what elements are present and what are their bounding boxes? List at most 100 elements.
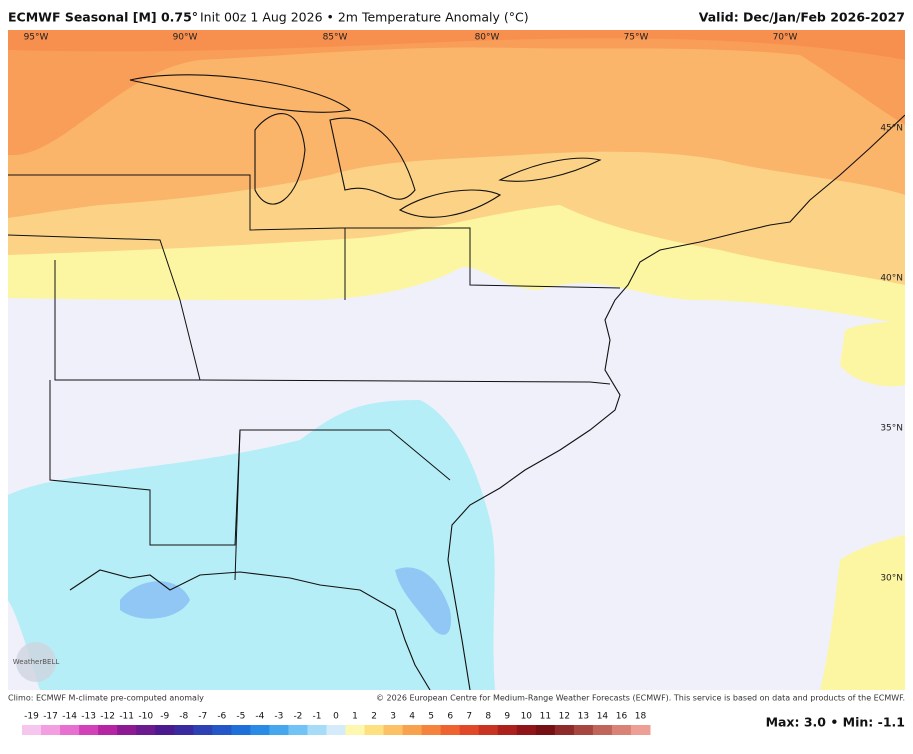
colorbar-label: -10 [138,712,153,722]
colorbar-label: -17 [43,712,58,722]
colorbar-cell [193,725,213,735]
colorbar-label: 18 [635,712,647,722]
state-border [8,174,621,289]
anomaly-band [8,400,495,690]
lat-label: 45°N [880,124,903,134]
colorbar-label: -19 [24,712,39,722]
colorbar-label: 10 [521,712,533,722]
lon-labels: 95°W 90°W 85°W 80°W 75°W 70°W [24,33,798,43]
colorbar-cell [554,725,575,735]
state-border [8,234,201,381]
lat-labels: 45°N 40°N 35°N 30°N [880,124,903,584]
colorbar-label: -12 [100,712,115,722]
anomaly-band [820,535,905,690]
colorbar-label: 8 [485,712,491,722]
lon-label: 70°W [773,33,798,43]
colorbar-label: -5 [236,712,245,722]
colorbar-cell [326,725,347,735]
colorbar-cell [535,725,556,735]
colorbar-cell [98,725,118,735]
great-lakes [129,74,602,218]
colorbar-cell [421,725,442,735]
colorbar-label: 6 [447,712,453,722]
colorbar-label: 1 [352,712,358,722]
colorbar-cell [497,725,518,735]
coastline [447,114,905,690]
lon-label: 80°W [475,33,500,43]
climo-note: Climo: ECMWF M-climate pre-computed anom… [8,694,204,703]
colorbar-label: -3 [274,712,283,722]
colorbar-label: 5 [428,712,434,722]
colorbar-cell [516,725,537,735]
anomaly-core [120,581,190,619]
colorbar-cell [573,725,594,735]
colorbar-cell [79,725,99,735]
colorbar-label: 16 [616,712,628,722]
state-border [234,429,241,581]
colorbar-cell [174,725,194,735]
anomaly-band [8,30,905,60]
colorbar-cell [22,725,42,735]
model-title: ECMWF Seasonal [M] 0.75° [8,10,198,25]
colorbar-label: 7 [466,712,472,722]
colorbar-label: -13 [81,712,96,722]
logo-mark [16,642,56,682]
colorbar-label: 2 [371,712,377,722]
colorbar-label: -4 [255,712,264,722]
colorbar-label: -8 [179,712,188,722]
lon-label: 90°W [173,33,198,43]
max-min: Max: 3.0 • Min: -1.1 [766,715,905,730]
colorbar-cell [155,725,175,735]
anomaly-band [840,321,905,387]
colorbar-label: 4 [409,712,415,722]
lon-label: 75°W [624,33,649,43]
map: WeatherBELL 95°W 90°W 85°W 80°W 75°W 70°W 45°… [8,30,905,690]
colorbar-cell [288,725,308,735]
valid-period: Valid: Dec/Jan/Feb 2026-2027 [699,10,905,25]
colorbar-label: 14 [597,712,609,722]
colorbar-cell [212,725,232,735]
colorbar-cell [117,725,137,735]
colorbar-cell [364,725,385,735]
lat-label: 35°N [880,424,903,434]
colorbar-cell [41,725,61,735]
colorbar-label: 11 [540,712,551,722]
coastline [69,569,431,690]
colorbar-cell [630,725,651,735]
colorbar-label: -1 [312,712,321,722]
lon-label: 95°W [24,33,49,43]
product-title: Init 00z 1 Aug 2026 • 2m Temperature Ano… [200,10,529,25]
colorbar-label: 0 [333,712,339,722]
colorbar-cell [440,725,461,735]
colorbar-cell [60,725,80,735]
colorbar-cell [307,725,327,735]
colorbar-cell [231,725,251,735]
lat-label: 40°N [880,274,903,284]
colorbar-label: -6 [217,712,226,722]
lat-label: 30°N [880,574,903,584]
colorbar-cell [402,725,423,735]
colorbar-cell [383,725,404,735]
lon-label: 85°W [323,33,348,43]
copyright: © 2026 European Centre for Medium-Range … [376,694,905,703]
state-border [49,380,390,546]
colorbar-cell [345,725,366,735]
colorbar-cell [592,725,613,735]
colorbar-cell [250,725,270,735]
colorbar-cell [478,725,499,735]
colorbar-label: -14 [62,712,77,722]
colorbar-cell [459,725,480,735]
colorbar-label: -7 [198,712,207,722]
colorbar-label: 3 [390,712,396,722]
colorbar-label: 13 [578,712,589,722]
colorbar-label: 12 [559,712,570,722]
state-border [389,429,451,481]
colorbar-label: -2 [293,712,302,722]
colorbar-label: -11 [119,712,134,722]
colorbar-cell [136,725,156,735]
colorbar-cell [611,725,632,735]
colorbar-label: -9 [160,712,169,722]
anomaly-core [395,567,451,635]
colorbar-label: 9 [504,712,510,722]
